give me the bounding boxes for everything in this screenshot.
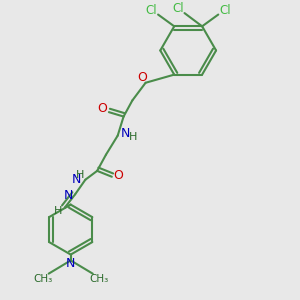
Text: CH₃: CH₃	[33, 274, 52, 284]
Text: N: N	[120, 127, 130, 140]
Text: Cl: Cl	[219, 4, 230, 17]
Text: H: H	[129, 132, 137, 142]
Text: O: O	[137, 71, 147, 84]
Text: CH₃: CH₃	[89, 274, 108, 284]
Text: Cl: Cl	[172, 2, 184, 15]
Text: N: N	[66, 257, 75, 271]
Text: H: H	[54, 206, 63, 216]
Text: Cl: Cl	[146, 4, 158, 17]
Text: N: N	[64, 189, 73, 202]
Text: O: O	[113, 169, 123, 182]
Text: H: H	[76, 170, 84, 180]
Text: N: N	[71, 172, 81, 186]
Text: O: O	[98, 102, 107, 115]
